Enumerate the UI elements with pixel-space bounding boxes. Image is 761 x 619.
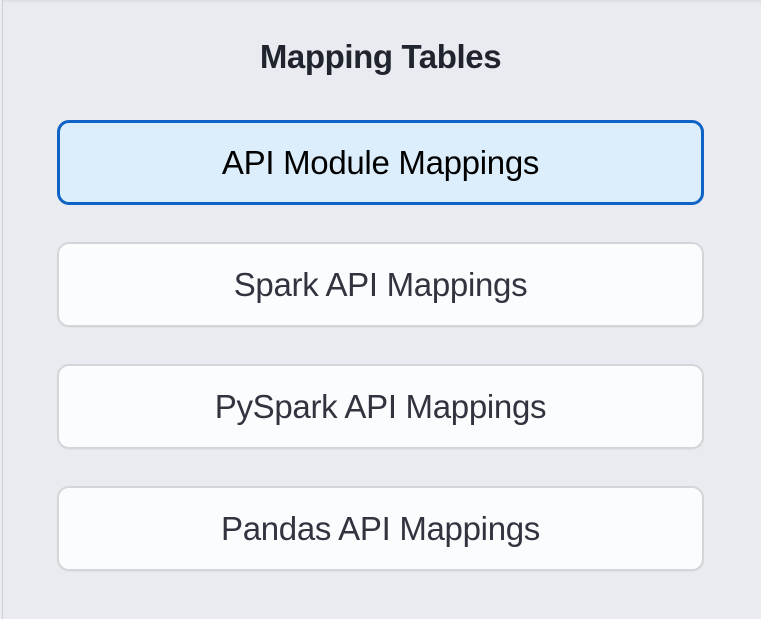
nav-button-api-module-mappings[interactable]: API Module Mappings [57, 120, 704, 205]
left-edge-divider [2, 0, 3, 619]
nav-button-pandas-api-mappings[interactable]: Pandas API Mappings [57, 486, 704, 571]
nav-button-spark-api-mappings[interactable]: Spark API Mappings [57, 242, 704, 327]
left-edge-padding [0, 0, 2, 619]
top-edge-divider [0, 0, 761, 2]
nav-button-pyspark-api-mappings[interactable]: PySpark API Mappings [57, 364, 704, 449]
page-title: Mapping Tables [259, 38, 502, 75]
